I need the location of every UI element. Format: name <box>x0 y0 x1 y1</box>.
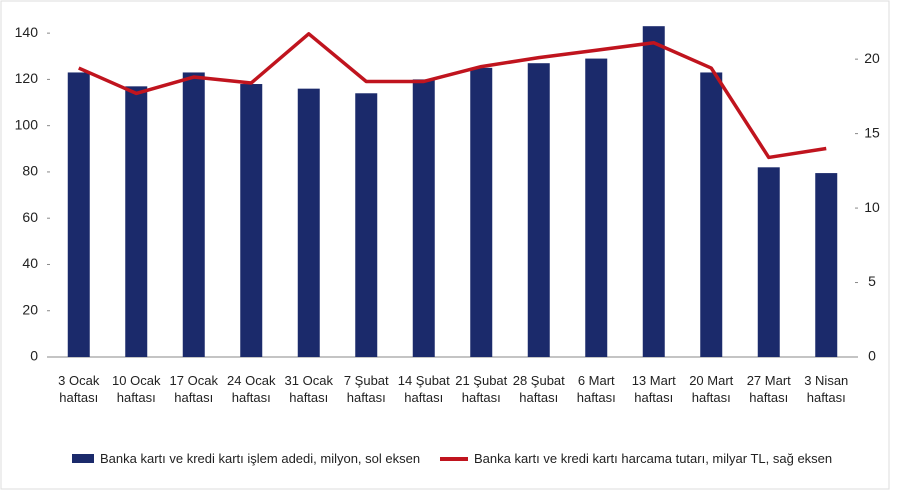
legend-label: Banka kartı ve kredi kartı işlem adedi, … <box>100 451 421 466</box>
bar <box>297 88 320 358</box>
y-tick-label: 80 <box>22 163 38 179</box>
bar <box>815 173 838 357</box>
x-tick-label: 3 Ocak haftası <box>58 373 100 405</box>
frame <box>0 0 890 490</box>
x-tick-label: 6 Mart haftası <box>576 373 616 405</box>
legend-item: Banka kartı ve kredi kartı harcama tutar… <box>440 451 832 466</box>
x-tick-label: 31 Ocak haftası <box>284 373 333 405</box>
y2-tick-label: 10 <box>864 199 880 215</box>
bar <box>240 84 263 357</box>
bar <box>470 67 493 357</box>
y2-tick-label: 5 <box>868 273 876 289</box>
legend-label: Banka kartı ve kredi kartı harcama tutar… <box>474 451 833 466</box>
y-tick-label: 40 <box>22 255 38 271</box>
y-tick-label: 0 <box>30 348 38 364</box>
bar <box>182 72 205 358</box>
x-tick-label: 20 Mart haftası <box>689 373 734 405</box>
line <box>78 32 827 160</box>
bar <box>757 167 780 357</box>
y-tick-label: 100 <box>15 116 39 132</box>
x-tick-label: 27 Mart haftası <box>746 373 791 405</box>
y2-tick-label: 0 <box>868 348 876 364</box>
y-tick-label: 140 <box>15 24 39 40</box>
x-tick-label: 14 Şubat haftası <box>397 373 450 405</box>
bar <box>67 72 90 358</box>
x-tick-label: 13 Mart haftası <box>631 373 676 405</box>
x-tick-label: 17 Ocak haftası <box>169 373 218 405</box>
legend-swatch <box>440 456 468 461</box>
x-tick-label: 3 Nisan haftası <box>804 373 849 405</box>
y-tick-label: 120 <box>15 70 39 86</box>
legend-item: Banka kartı ve kredi kartı işlem adedi, … <box>72 451 420 466</box>
x-tick-label: 28 Şubat haftası <box>512 373 565 405</box>
x-tick-label: 10 Ocak haftası <box>112 373 161 405</box>
x-tick-label: 21 Şubat haftası <box>455 373 508 405</box>
y2-tick-label: 15 <box>864 124 880 140</box>
y-tick-label: 20 <box>22 301 38 317</box>
bar <box>355 93 378 357</box>
x-tick-label: 7 Şubat haftası <box>343 373 389 405</box>
y-tick-label: 60 <box>22 209 38 225</box>
bar <box>585 58 608 358</box>
bar <box>527 63 550 357</box>
y2-tick-label: 20 <box>864 50 880 66</box>
legend-swatch <box>72 454 94 463</box>
bar <box>700 72 723 358</box>
x-tick-label: 24 Ocak haftası <box>227 373 276 405</box>
bar <box>412 79 435 358</box>
bar <box>125 86 148 357</box>
bar <box>642 26 665 358</box>
